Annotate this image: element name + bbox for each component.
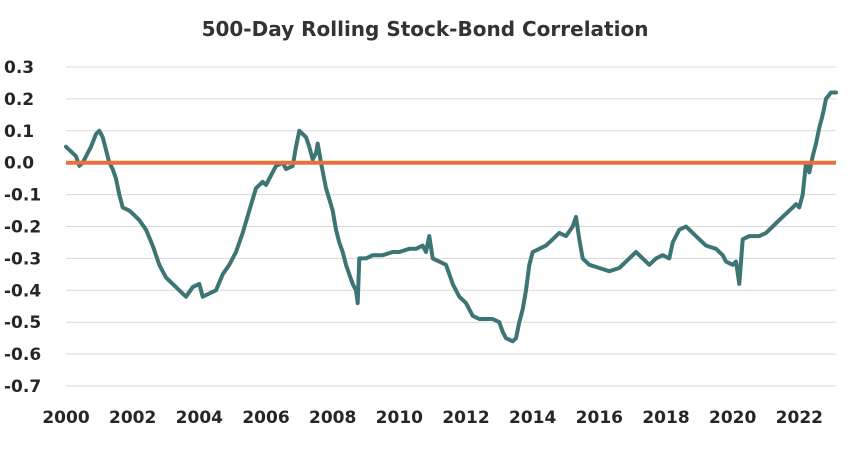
y-axis-ticks: 0.3 0.2 0.1 0.0 -0.1 -0.2 -0.3 -0.4 -0.5 -0.6 -0.7	[4, 58, 41, 397]
x-tick-label: 2014	[509, 408, 556, 428]
x-tick-label: 2000	[42, 408, 89, 428]
y-tick-label: -0.3	[4, 249, 41, 269]
y-tick-label: -0.2	[4, 218, 41, 238]
y-tick-label: -0.4	[4, 281, 41, 301]
x-tick-label: 2012	[442, 408, 489, 428]
series-layer	[64, 90, 838, 344]
y-tick-label: -0.5	[4, 313, 41, 333]
y-tick-label: -0.7	[4, 377, 41, 397]
series-line	[64, 90, 838, 344]
x-tick-label: 2010	[376, 408, 423, 428]
x-tick-label: 2018	[642, 408, 689, 428]
y-tick-label: 0.2	[4, 90, 34, 110]
x-tick-label: 2022	[776, 408, 823, 428]
y-tick-label: 0.1	[4, 122, 34, 142]
y-tick-label: 0.3	[4, 58, 34, 78]
x-tick-label: 2020	[709, 408, 756, 428]
y-tick-label: 0.0	[4, 154, 34, 174]
x-tick-label: 2016	[576, 408, 623, 428]
y-tick-label: -0.6	[4, 345, 41, 365]
x-axis-ticks: 2000 2002 2004 2006 2008 2010 2012 2014 2016 2018…	[42, 408, 823, 428]
x-tick-label: 2002	[109, 408, 156, 428]
x-tick-label: 2004	[176, 408, 223, 428]
x-tick-label: 2006	[242, 408, 289, 428]
y-tick-label: -0.1	[4, 186, 41, 206]
grid	[66, 66, 836, 387]
x-tick-label: 2008	[309, 408, 356, 428]
chart-title: 500-Day Rolling Stock-Bond Correlation	[202, 17, 649, 41]
